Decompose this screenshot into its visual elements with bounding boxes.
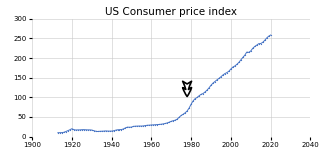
Title: US Consumer price index: US Consumer price index — [105, 7, 237, 17]
